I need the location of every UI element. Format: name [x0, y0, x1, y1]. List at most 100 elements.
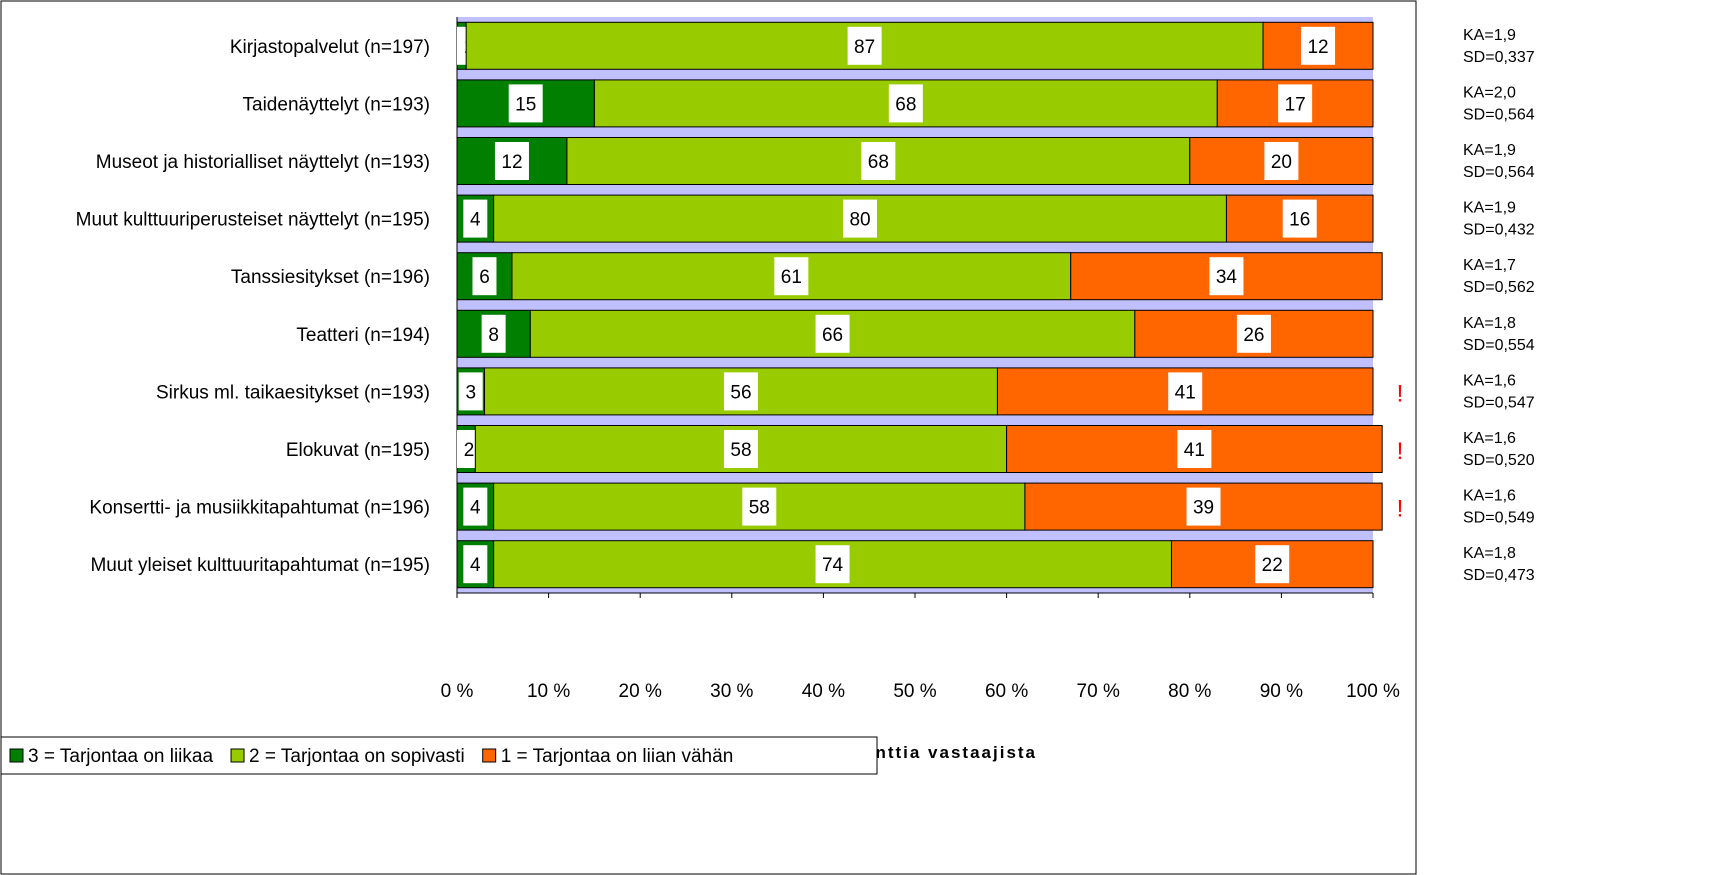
data-label-box [1236, 314, 1271, 353]
stat-sd: SD=0,337 [1463, 49, 1535, 66]
data-label: 58 [749, 498, 770, 519]
category-label: Teatteri (n=194) [296, 325, 430, 346]
data-label: 4 [470, 555, 481, 576]
stat-sd: SD=0,547 [1463, 394, 1535, 411]
data-label-box [815, 314, 850, 353]
data-label: 87 [854, 37, 875, 58]
data-label: 80 [849, 210, 870, 231]
data-label-box [774, 257, 809, 296]
data-label: 41 [1175, 382, 1196, 403]
legend-swatch [230, 748, 245, 763]
data-label: 68 [895, 94, 916, 115]
x-tick-label: 20 % [619, 681, 662, 702]
data-label: 66 [822, 325, 843, 346]
stat-mean: KA=1,9 [1463, 27, 1516, 44]
x-tick-label: 10 % [527, 681, 570, 702]
data-label: 12 [501, 152, 522, 173]
bars-group: 1871215681712682048016661348662635641258… [456, 21, 1383, 589]
data-label-box [1278, 84, 1313, 123]
data-label: 74 [822, 555, 844, 576]
data-label-box [1264, 142, 1299, 180]
data-label: 41 [1184, 440, 1205, 461]
data-label: 12 [1307, 37, 1328, 58]
data-label: 34 [1216, 267, 1238, 288]
data-label-box [888, 84, 923, 123]
data-label-box [494, 142, 529, 180]
x-tick-label: 30 % [710, 681, 753, 702]
data-label: 20 [1271, 152, 1292, 173]
data-label: 58 [730, 440, 751, 461]
x-tick-label: 90 % [1260, 681, 1303, 702]
category-label: Kirjastopalvelut (n=197) [230, 37, 430, 58]
data-label-box [1209, 257, 1244, 296]
legend-swatch [9, 748, 24, 763]
stat-mean: KA=1,8 [1463, 545, 1516, 562]
data-label-box [843, 199, 878, 238]
data-label: 26 [1243, 325, 1264, 346]
data-label-box [463, 487, 488, 526]
data-label-box [1177, 430, 1212, 468]
data-label: 8 [488, 325, 499, 346]
data-label-box [861, 142, 896, 180]
category-labels: Kirjastopalvelut (n=197) Taidenäyttelyt (… [76, 37, 430, 576]
stat-sd: SD=0,520 [1463, 452, 1535, 469]
data-label-box [463, 545, 488, 584]
data-label: 15 [515, 94, 536, 115]
x-tick-label: 60 % [985, 681, 1028, 702]
data-label-box [458, 372, 483, 411]
stat-sd: SD=0,549 [1463, 510, 1535, 527]
stat-sd: SD=0,564 [1463, 164, 1535, 181]
x-tick-label: 0 % [441, 681, 474, 702]
category-label: Sirkus ml. taikaesitykset (n=193) [156, 382, 430, 403]
stat-mean: KA=1,6 [1463, 430, 1516, 447]
stat-sd: SD=0,554 [1463, 337, 1535, 354]
warning-mark: ! [1397, 380, 1404, 407]
data-label: 39 [1193, 498, 1214, 519]
stat-sd: SD=0,473 [1463, 567, 1535, 584]
legend: 3 = Tarjontaa on liikaa 2 = Tarjontaa on … [0, 736, 878, 775]
data-label: 56 [730, 382, 751, 403]
data-label: 4 [470, 210, 481, 231]
data-label: 2 [464, 440, 475, 461]
data-label: 6 [479, 267, 490, 288]
x-tick-label: 40 % [802, 681, 845, 702]
data-label: 3 [465, 382, 476, 403]
stat-mean: KA=1,7 [1463, 257, 1516, 274]
data-label: 4 [470, 498, 481, 519]
data-label-box [472, 257, 497, 296]
x-axis: 0 % 10 % 20 % 30 % 40 % 50 % 60 % 70 % 80 % 90 % 1… [441, 592, 1400, 702]
category-label: Elokuvat (n=195) [286, 440, 430, 461]
x-tick-label: 80 % [1168, 681, 1211, 702]
data-label-box [1301, 26, 1336, 65]
data-label-box [847, 26, 882, 65]
legend-label: 1 = Tarjontaa on liian vähän [501, 746, 734, 767]
data-label-box [481, 314, 506, 353]
stat-mean: KA=1,6 [1463, 488, 1516, 505]
legend-box [0, 736, 878, 775]
category-label: Konsertti- ja musiikkitapahtumat (n=196) [89, 498, 430, 519]
legend-label: 3 = Tarjontaa on liikaa [28, 746, 213, 767]
legend-label: 2 = Tarjontaa on sopivasti [249, 746, 465, 767]
data-label-box [1168, 372, 1203, 411]
data-label: 22 [1262, 555, 1283, 576]
x-tick-label: 70 % [1077, 681, 1120, 702]
stat-mean: KA=1,6 [1463, 372, 1516, 389]
x-tick-label: 100 % [1346, 681, 1400, 702]
data-label-box [463, 199, 488, 238]
category-label: Muut yleiset kulttuuritapahtumat (n=195) [90, 555, 430, 576]
warning-mark: ! [1397, 496, 1404, 523]
category-label: Tanssiesitykset (n=196) [231, 267, 430, 288]
stat-mean: KA=1,9 [1463, 200, 1516, 217]
stat-mean: KA=1,8 [1463, 315, 1516, 332]
data-label: 61 [781, 267, 802, 288]
stats-column: KA=1,9 SD=0,337 KA=2,0 SD=0,564 KA=1,9 SD=0,5… [1397, 27, 1535, 584]
stat-mean: KA=1,9 [1463, 142, 1516, 159]
data-label-box [742, 487, 777, 526]
stat-sd: SD=0,564 [1463, 106, 1535, 123]
category-label: Taidenäyttelyt (n=193) [243, 94, 430, 115]
category-label: Muut kulttuuriperusteiset näyttelyt (n=1… [76, 210, 430, 231]
stat-sd: SD=0,562 [1463, 279, 1535, 296]
data-label: 17 [1285, 94, 1306, 115]
data-label-box [723, 430, 758, 468]
warning-mark: ! [1397, 438, 1404, 465]
